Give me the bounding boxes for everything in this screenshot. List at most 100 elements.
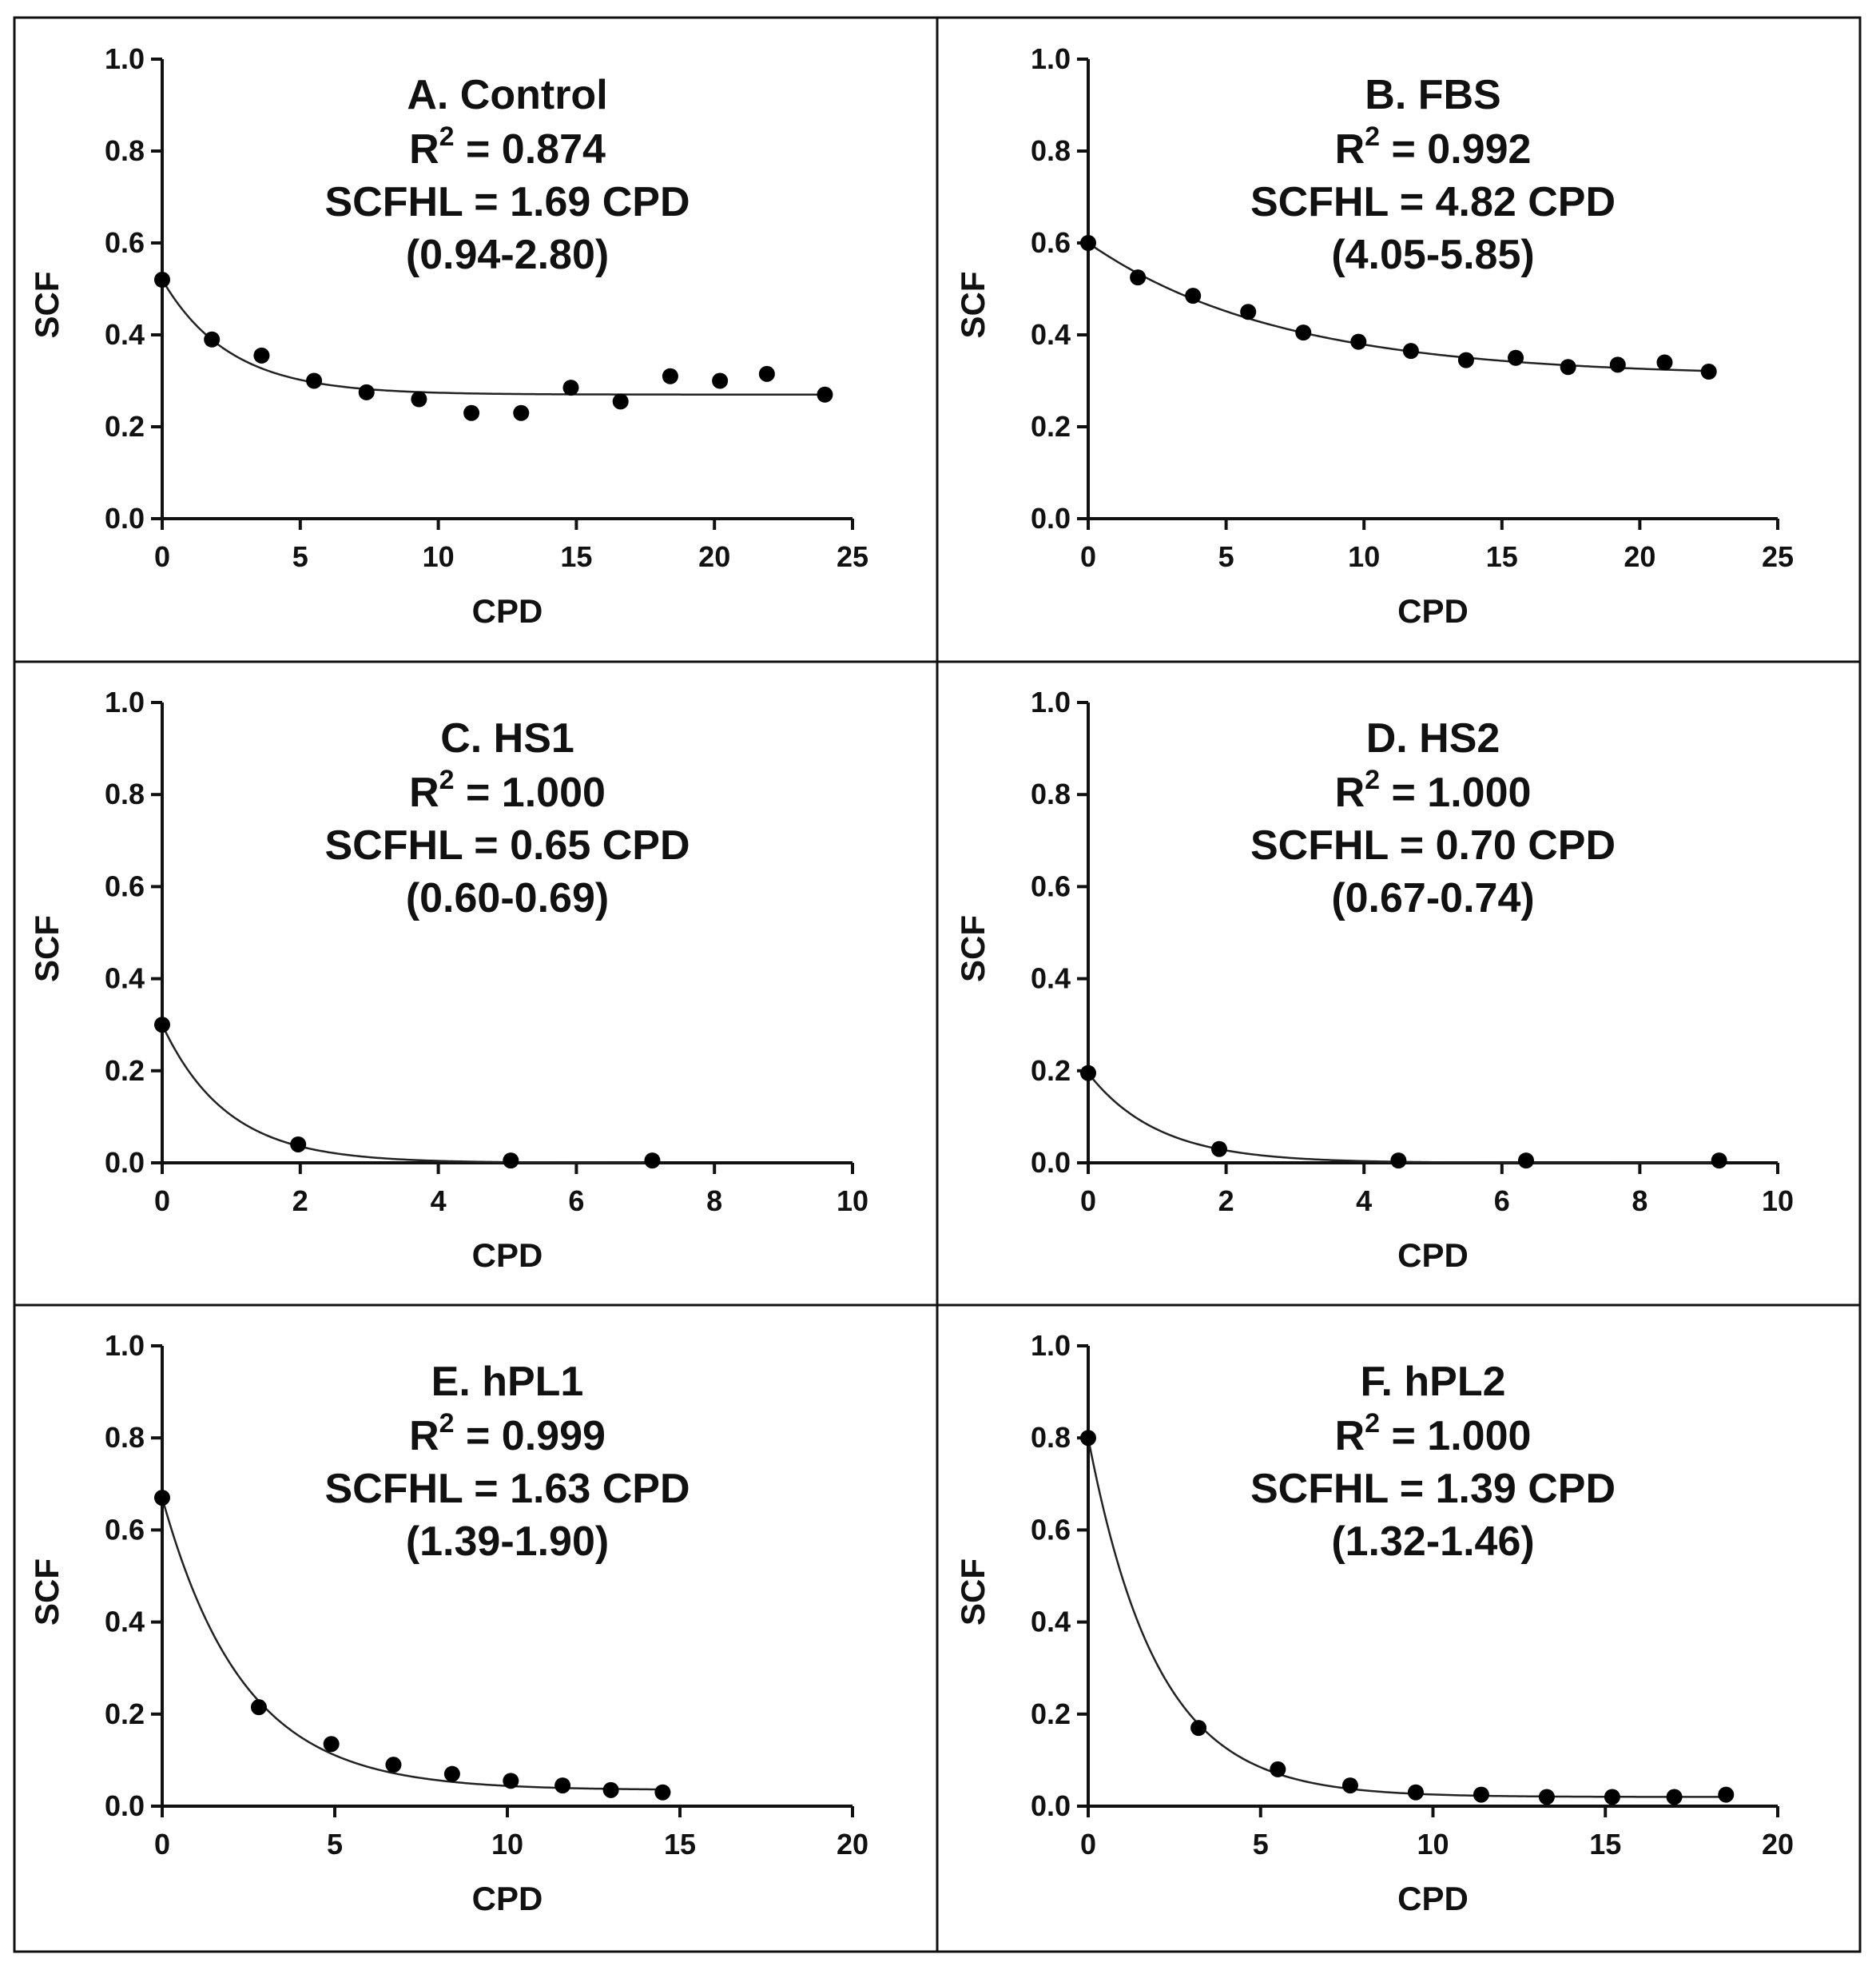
data-point: [1407, 1784, 1424, 1801]
data-point: [1609, 356, 1626, 373]
data-point: [1341, 1777, 1358, 1794]
y-tick-label: 0.0: [1031, 502, 1071, 535]
y-tick-label: 0.0: [1031, 1789, 1071, 1822]
fit-curve: [1087, 1072, 1719, 1164]
y-axis-label: SCF: [28, 1558, 66, 1626]
data-point: [1656, 354, 1673, 371]
x-tick-label: 15: [664, 1828, 696, 1861]
data-point: [358, 384, 375, 400]
data-point: [1700, 364, 1717, 380]
x-tick-label: 5: [1218, 540, 1234, 573]
data-point: [253, 347, 270, 364]
x-axis-label: CPD: [472, 1236, 543, 1274]
x-tick-label: 20: [1624, 540, 1655, 573]
r-squared-value: = 1.000: [1380, 770, 1531, 816]
x-tick-label: 6: [1494, 1184, 1510, 1217]
data-point: [204, 331, 221, 348]
y-tick-label: 0.0: [105, 1789, 145, 1822]
y-tick-label: 0.0: [105, 1146, 145, 1179]
y-tick-label: 0.4: [1031, 962, 1071, 995]
y-tick-label: 0.8: [1031, 1421, 1071, 1454]
r-squared-value: = 0.992: [1380, 126, 1531, 173]
x-tick-label: 6: [568, 1184, 584, 1217]
fit-curve: [161, 1024, 653, 1164]
data-point: [758, 365, 775, 382]
y-axis-label: SCF: [954, 272, 992, 339]
y-tick-label: 0.6: [105, 1513, 145, 1546]
x-tick-label: 4: [1356, 1184, 1372, 1217]
data-point: [1295, 324, 1312, 341]
y-tick-label: 0.8: [105, 1421, 145, 1454]
x-tick-label: 20: [698, 540, 730, 573]
y-tick-label: 1.0: [105, 1329, 145, 1362]
x-tick-label: 0: [154, 1184, 170, 1217]
y-tick-label: 0.8: [1031, 134, 1071, 167]
r-squared-label: R2 = 0.992: [1335, 121, 1532, 173]
r-squared-symbol: R: [409, 1413, 439, 1459]
r-squared-label: R2 = 0.874: [409, 121, 606, 173]
y-tick-label: 0.2: [105, 1054, 145, 1087]
data-point: [463, 404, 480, 421]
confidence-interval-label: (0.60-0.69): [406, 875, 609, 921]
r-squared-superscript: 2: [1365, 121, 1380, 152]
data-point: [1190, 1720, 1207, 1737]
confidence-interval-label: (0.67-0.74): [1331, 875, 1534, 921]
panel-a: 0.0 0.2 0.4 0.6 0.8 1.0 0 5 10 15 20 25 CPD SCF A. Con…: [28, 42, 868, 630]
confidence-interval-label: (1.39-1.90): [406, 1518, 609, 1565]
y-tick-label: 0.8: [105, 778, 145, 810]
data-point: [1185, 288, 1202, 304]
y-tick-label: 0.6: [105, 870, 145, 902]
x-tick-label: 5: [327, 1828, 343, 1861]
y-tick-label: 0.2: [1031, 1054, 1071, 1087]
x-tick-label: 25: [837, 540, 868, 573]
x-tick-label: 2: [292, 1184, 308, 1217]
r-squared-label: R2 = 1.000: [409, 765, 606, 816]
scfhl-label: SCFHL = 1.39 CPD: [1250, 1466, 1616, 1512]
r-squared-symbol: R: [409, 126, 439, 173]
r-squared-symbol: R: [409, 770, 439, 816]
data-point: [1718, 1786, 1735, 1803]
x-tick-label: 10: [423, 540, 455, 573]
fit-curve: [161, 279, 825, 396]
y-tick-label: 0.8: [105, 134, 145, 167]
data-point: [1210, 1140, 1227, 1157]
r-squared-value: = 0.999: [455, 1413, 606, 1459]
data-point: [154, 1017, 170, 1033]
x-axis-label: CPD: [1397, 1236, 1469, 1274]
panel-title: C. HS1: [440, 715, 574, 762]
y-tick-label: 1.0: [105, 686, 145, 718]
x-tick-label: 5: [292, 540, 308, 573]
x-tick-label: 20: [837, 1828, 868, 1861]
data-point: [503, 1773, 519, 1789]
data-point: [1457, 352, 1474, 368]
y-tick-label: 0.4: [1031, 318, 1071, 351]
panel-b: 0.0 0.2 0.4 0.6 0.8 1.0 0 5 10 15 20 25 CPD SCF B. FBS…: [954, 42, 1794, 630]
fit-curve: [161, 1497, 663, 1791]
r-squared-superscript: 2: [439, 121, 455, 152]
data-point: [1518, 1152, 1535, 1169]
scfhl-label: SCFHL = 0.65 CPD: [324, 822, 690, 869]
scfhl-label: SCFHL = 0.70 CPD: [1250, 822, 1616, 869]
r-squared-label: R2 = 1.000: [1335, 765, 1532, 816]
data-point: [554, 1777, 571, 1794]
x-tick-label: 0: [154, 1828, 170, 1861]
panel-title: F. hPL2: [1360, 1359, 1505, 1405]
x-tick-label: 8: [706, 1184, 722, 1217]
data-point: [1080, 1430, 1096, 1447]
data-point: [1240, 304, 1257, 320]
panel-c: 0.0 0.2 0.4 0.6 0.8 1.0 0 2 4 6 8 10 CPD SCF C. HS1R2 …: [28, 686, 868, 1274]
x-tick-label: 0: [1080, 540, 1096, 573]
data-point: [1390, 1152, 1407, 1169]
panel-d: 0.0 0.2 0.4 0.6 0.8 1.0 0 2 4 6 8 10 CPD SCF D. HS2R2 …: [954, 686, 1794, 1274]
data-point: [1473, 1786, 1489, 1803]
r-squared-value: = 0.874: [455, 126, 606, 173]
y-tick-label: 0.2: [1031, 1697, 1071, 1730]
data-point: [1560, 359, 1576, 376]
x-tick-label: 15: [1486, 540, 1518, 573]
y-tick-label: 1.0: [1031, 42, 1071, 75]
data-point: [323, 1736, 340, 1753]
y-tick-label: 1.0: [1031, 686, 1071, 718]
x-axis-label: CPD: [1397, 1880, 1469, 1917]
y-tick-label: 0.8: [1031, 778, 1071, 810]
